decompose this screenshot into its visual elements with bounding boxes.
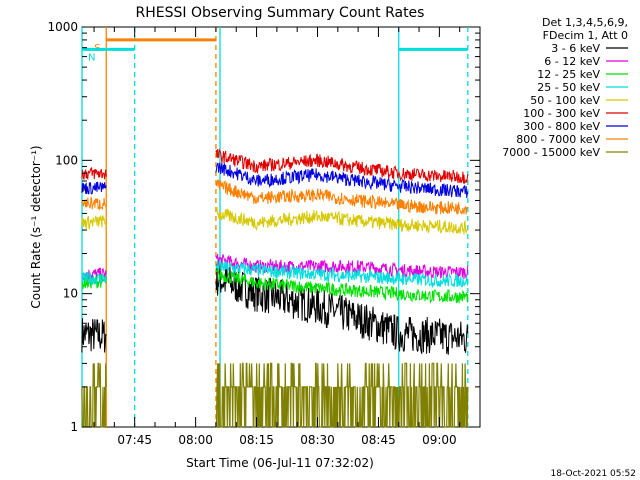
x-tick-label: 07:45	[117, 433, 152, 447]
series-line	[81, 263, 469, 355]
legend-entry-label: 12 - 25 keV	[537, 68, 600, 81]
y-axis: 1 10 100 1000	[47, 20, 480, 434]
series-path	[215, 162, 469, 198]
series-line	[81, 162, 469, 198]
plot-area: SN	[81, 26, 481, 428]
series-path	[215, 362, 469, 428]
x-tick-label: 08:30	[300, 433, 335, 447]
legend-header-line-2: FDecim 1, Att 0	[543, 29, 628, 42]
series-path	[81, 362, 107, 428]
x-tick-label: 09:00	[422, 433, 457, 447]
series-path	[215, 148, 469, 184]
series-line	[81, 206, 469, 235]
series-path	[81, 167, 107, 181]
series-path	[81, 318, 107, 353]
y-tick-label: 10	[63, 287, 78, 301]
series-line	[81, 179, 469, 215]
legend-entry-label: 50 - 100 keV	[530, 94, 600, 107]
series-path	[215, 179, 469, 215]
series-path	[81, 271, 107, 286]
annotation-label: N	[88, 52, 95, 63]
chart-title: RHESSI Observing Summary Count Rates	[136, 5, 425, 21]
legend-entry-label: 25 - 50 keV	[537, 81, 600, 94]
x-axis: 07:45 08:00 08:15 08:30 08:45 09:00	[93, 27, 481, 447]
x-tick-label: 08:15	[239, 433, 274, 447]
data-series	[81, 148, 469, 428]
y-tick-label: 100	[55, 153, 78, 167]
series-line	[81, 259, 469, 288]
annotation-bars: SN	[82, 38, 468, 63]
series-path	[215, 263, 469, 355]
y-axis-label: Count Rate (s⁻¹ detector⁻¹)	[29, 145, 43, 308]
plot-frame	[81, 26, 481, 428]
legend-header-line-1: Det 1,3,4,5,6,9,	[542, 16, 628, 29]
series-path	[215, 206, 469, 235]
series-line	[81, 148, 469, 184]
legend-entry-label: 3 - 6 keV	[551, 42, 600, 55]
series-path	[81, 181, 107, 195]
y-tick-label: 1000	[47, 20, 78, 34]
footer-timestamp: 18-Oct-2021 05:52	[551, 469, 636, 479]
legend-entry-label: 300 - 800 keV	[523, 120, 600, 133]
series-path	[81, 196, 107, 211]
series-path	[215, 268, 469, 304]
legend-entry-label: 100 - 300 keV	[523, 107, 600, 120]
legend-entry-label: 6 - 12 keV	[544, 55, 600, 68]
x-axis-label: Start Time (06-Jul-11 07:32:02)	[186, 456, 374, 470]
legend-entry-label: 800 - 7000 keV	[516, 133, 600, 146]
legend-entry-label: 7000 - 15000 keV	[502, 146, 600, 159]
series-path	[215, 253, 469, 279]
series-path	[81, 215, 107, 231]
series-path	[215, 259, 469, 288]
y-tick-label: 1	[70, 420, 78, 434]
x-tick-label: 08:45	[361, 433, 396, 447]
legend: Det 1,3,4,5,6,9, FDecim 1, Att 0 3 - 6 k…	[502, 16, 628, 159]
x-tick-label: 08:00	[178, 433, 213, 447]
series-line	[81, 362, 469, 428]
